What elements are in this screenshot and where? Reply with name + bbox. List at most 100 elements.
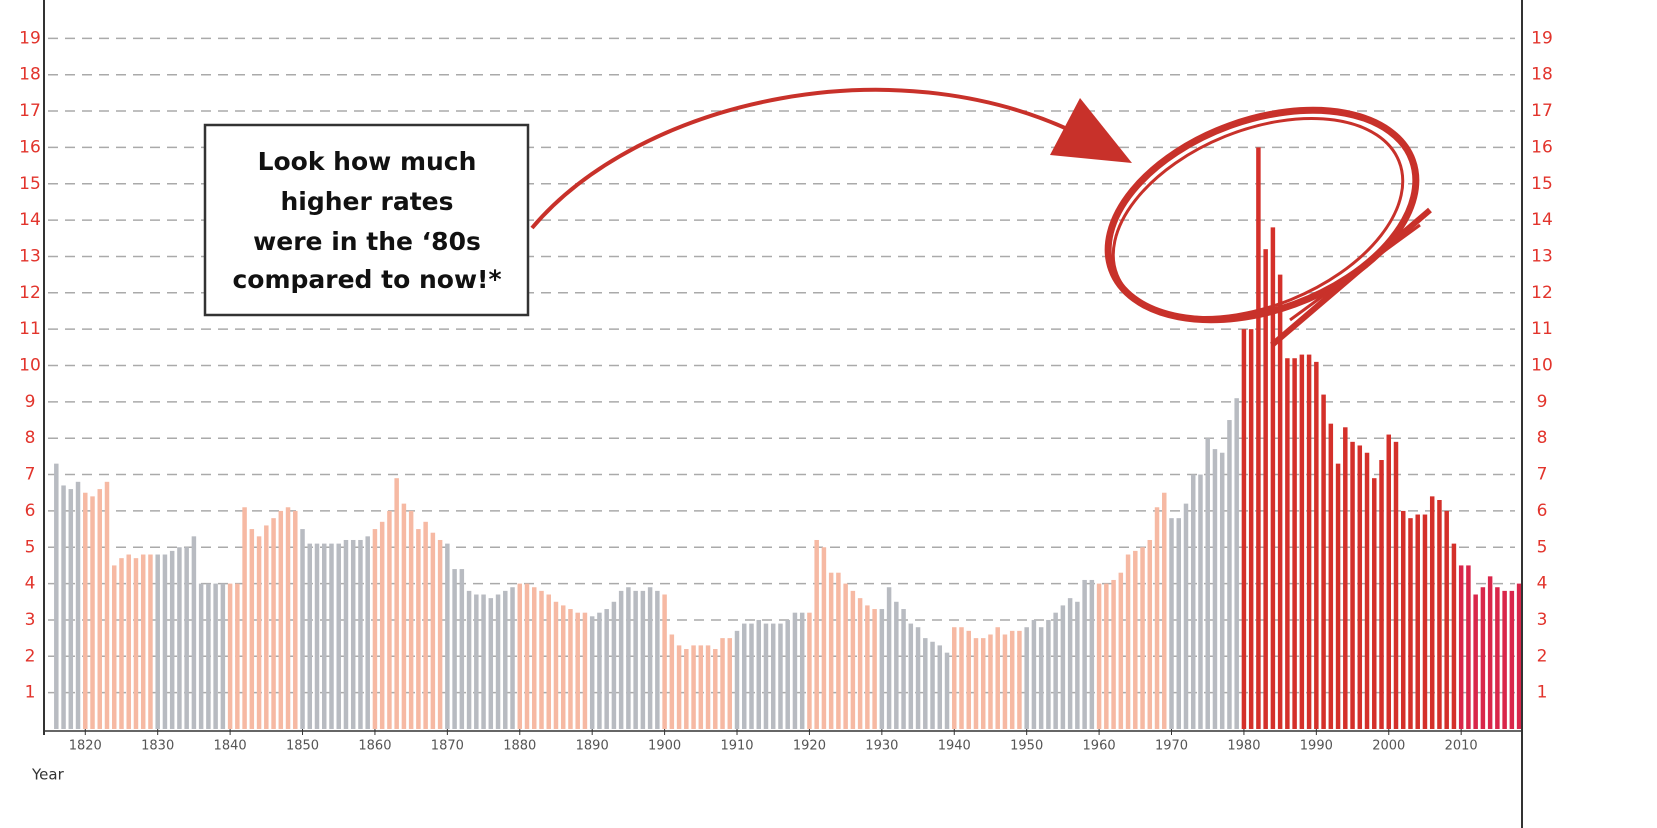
y-tick-label: 19 bbox=[19, 28, 41, 48]
bar bbox=[1009, 630, 1015, 729]
y-tick-label: 4 bbox=[25, 574, 36, 594]
bar bbox=[1198, 474, 1203, 729]
y-tick-label-right: 12 bbox=[1531, 283, 1553, 303]
bar bbox=[1133, 550, 1138, 729]
bar bbox=[1458, 565, 1464, 729]
bar bbox=[293, 510, 298, 729]
bar bbox=[901, 609, 906, 729]
bar bbox=[908, 623, 914, 729]
bar bbox=[1444, 510, 1449, 729]
bar bbox=[1075, 601, 1080, 729]
bar bbox=[807, 612, 812, 729]
bar bbox=[1400, 510, 1406, 729]
bar bbox=[358, 539, 363, 729]
bar bbox=[481, 594, 486, 729]
y-tick-label: 1 bbox=[25, 683, 36, 703]
bar bbox=[524, 583, 530, 729]
bar bbox=[1053, 612, 1058, 729]
bar bbox=[532, 587, 537, 729]
bar bbox=[930, 641, 935, 729]
bar bbox=[1190, 474, 1196, 729]
bar bbox=[1299, 354, 1305, 729]
bar bbox=[1386, 434, 1392, 729]
x-tick-label: 1990 bbox=[1300, 739, 1333, 754]
bar bbox=[857, 598, 863, 729]
bar bbox=[459, 569, 465, 729]
bar bbox=[872, 609, 877, 729]
bar bbox=[271, 518, 276, 729]
y-tick-label: 10 bbox=[19, 356, 41, 376]
bar bbox=[264, 525, 269, 729]
bar bbox=[408, 510, 414, 729]
bar bbox=[466, 590, 472, 729]
y-tick-label-right: 11 bbox=[1531, 319, 1553, 339]
bar bbox=[1473, 594, 1478, 729]
bar bbox=[517, 583, 523, 729]
bar bbox=[1502, 590, 1507, 729]
bar bbox=[61, 485, 66, 729]
x-tick-label: 1920 bbox=[793, 739, 826, 754]
x-tick-label: 1910 bbox=[720, 739, 753, 754]
y-tick-label-right: 9 bbox=[1537, 392, 1548, 412]
bar bbox=[727, 638, 733, 729]
bar bbox=[1096, 583, 1102, 729]
bar bbox=[285, 507, 291, 729]
bar bbox=[633, 590, 638, 729]
x-tick-label: 1840 bbox=[214, 739, 247, 754]
bar bbox=[1031, 619, 1037, 729]
y-tick-label: 15 bbox=[19, 174, 41, 194]
y-tick-label: 2 bbox=[25, 646, 36, 666]
bar bbox=[821, 547, 827, 729]
bar bbox=[691, 645, 696, 729]
bar bbox=[1480, 587, 1486, 729]
y-tick-label-right: 2 bbox=[1537, 646, 1548, 666]
y-tick-label-right: 5 bbox=[1537, 537, 1548, 557]
bar bbox=[1024, 627, 1029, 729]
bar bbox=[1162, 492, 1167, 729]
bar bbox=[597, 612, 602, 729]
bar bbox=[1306, 354, 1312, 729]
bar bbox=[1017, 630, 1022, 729]
bar bbox=[785, 619, 790, 729]
bar bbox=[539, 590, 544, 729]
x-axis-label: Year bbox=[31, 766, 65, 784]
bar bbox=[966, 630, 971, 729]
x-tick-label: 1950 bbox=[1010, 739, 1043, 754]
bar bbox=[68, 489, 74, 729]
bar bbox=[894, 601, 899, 729]
bar bbox=[126, 554, 131, 729]
y-tick-label-right: 7 bbox=[1537, 465, 1548, 485]
y-tick-label-right: 13 bbox=[1531, 246, 1553, 266]
bar bbox=[119, 558, 124, 729]
bar bbox=[379, 521, 385, 729]
bar bbox=[879, 609, 885, 729]
bar bbox=[1169, 518, 1174, 729]
bar bbox=[669, 634, 675, 729]
bar bbox=[1372, 478, 1377, 729]
y-tick-label-right: 17 bbox=[1531, 101, 1553, 121]
bar bbox=[1314, 361, 1319, 729]
bar bbox=[97, 489, 103, 729]
bar bbox=[647, 587, 653, 729]
y-tick-label-right: 15 bbox=[1531, 174, 1553, 194]
y-tick-label-right: 16 bbox=[1531, 137, 1553, 157]
bar bbox=[1002, 634, 1008, 729]
y-tick-label-right: 18 bbox=[1531, 65, 1553, 85]
bar bbox=[937, 645, 943, 729]
bar bbox=[626, 587, 631, 729]
bar bbox=[191, 536, 197, 729]
bar bbox=[1487, 576, 1493, 729]
bar bbox=[1176, 518, 1181, 729]
bar bbox=[111, 565, 117, 729]
bar bbox=[568, 609, 573, 729]
bar bbox=[133, 558, 139, 729]
bar bbox=[1379, 460, 1384, 729]
bar bbox=[546, 594, 551, 729]
bar bbox=[1263, 249, 1268, 729]
x-tick-label: 1870 bbox=[431, 739, 464, 754]
bar bbox=[401, 503, 407, 729]
y-tick-label: 16 bbox=[19, 137, 41, 157]
bar bbox=[1357, 445, 1363, 729]
y-tick-label: 17 bbox=[19, 101, 41, 121]
bar bbox=[1285, 358, 1290, 729]
